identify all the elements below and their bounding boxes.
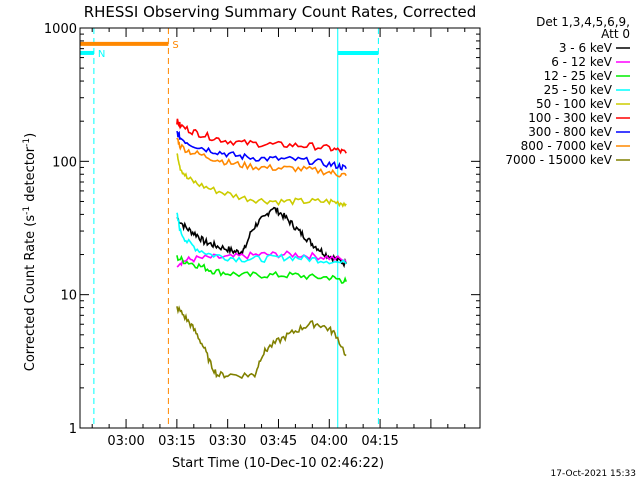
x-tick-label-03-00: 03:00 [107, 434, 144, 449]
y-tick-label-1: 1 [69, 422, 77, 437]
series-line-100-300-kev [176, 118, 347, 155]
x-tick-label-04-15: 04:15 [361, 434, 398, 449]
x-tick-label-04-00: 04:00 [311, 434, 348, 449]
x-axis-label: Start Time (10-Dec-10 02:46:22) [172, 456, 384, 471]
legend-label-7000-15000-kev: 7000 - 15000 keV [505, 153, 612, 167]
x-tick-label-03-15: 03:15 [158, 434, 195, 449]
legend-label-3-6-kev: 3 - 6 keV [559, 41, 613, 55]
legend-header-0: Det 1,3,4,5,6,9, [536, 15, 630, 29]
series-line-50-100-kev [176, 153, 347, 208]
x-tick-label-03-30: 03:30 [209, 434, 246, 449]
series-line-3-6-kev [176, 206, 347, 269]
flag-label-s: S [172, 40, 178, 51]
y-axis-label-part2: detector [23, 146, 38, 206]
y-axis-label: Corrected Count Rate (s-1 detector-1) [22, 133, 38, 371]
legend-label-100-300-kev: 100 - 300 keV [528, 111, 612, 125]
y-tick-label-1000: 1000 [44, 22, 77, 37]
y-axis-label-sup1: -1 [22, 206, 32, 215]
axes: 1 10 100 1000 03:00 03:15 03:30 03:45 04:00 04:15 [44, 22, 481, 449]
legend-label-800-7000-kev: 800 - 7000 keV [521, 139, 613, 153]
y-tick-label-10: 10 [60, 289, 77, 304]
y-axis-label-part3: ) [23, 133, 38, 138]
y-tick-label-100: 100 [52, 155, 77, 170]
chart-title: RHESSI Observing Summary Count Rates, Co… [84, 3, 477, 21]
legend-label-6-12-kev: 6 - 12 keV [551, 55, 613, 69]
timestamp: 17-Oct-2021 15:33 [551, 469, 636, 479]
x-tick-label-03-45: 03:45 [260, 434, 297, 449]
series-line-7000-15000-kev [176, 305, 347, 380]
legend-label-300-800-kev: 300 - 800 keV [528, 125, 612, 139]
series-line-800-7000-kev [176, 137, 347, 178]
series-line-25-50-kev [176, 212, 347, 265]
legend-label-12-25-kev: 12 - 25 keV [544, 69, 613, 83]
series-line-6-12-kev [176, 250, 347, 268]
legend-label-25-50-kev: 25 - 50 keV [544, 83, 613, 97]
flag-label-n: N [98, 49, 105, 60]
series-line-12-25-kev [176, 254, 347, 284]
y-axis-label-sup2: -1 [22, 138, 32, 147]
plot-frame [79, 27, 481, 429]
legend-header-1: Att 0 [601, 27, 630, 41]
plot-area: NS [80, 28, 379, 428]
series-line-300-800-kev [176, 130, 347, 171]
legend-label-50-100-kev: 50 - 100 keV [536, 97, 613, 111]
y-axis-label-part1: Corrected Count Rate (s [23, 215, 38, 372]
